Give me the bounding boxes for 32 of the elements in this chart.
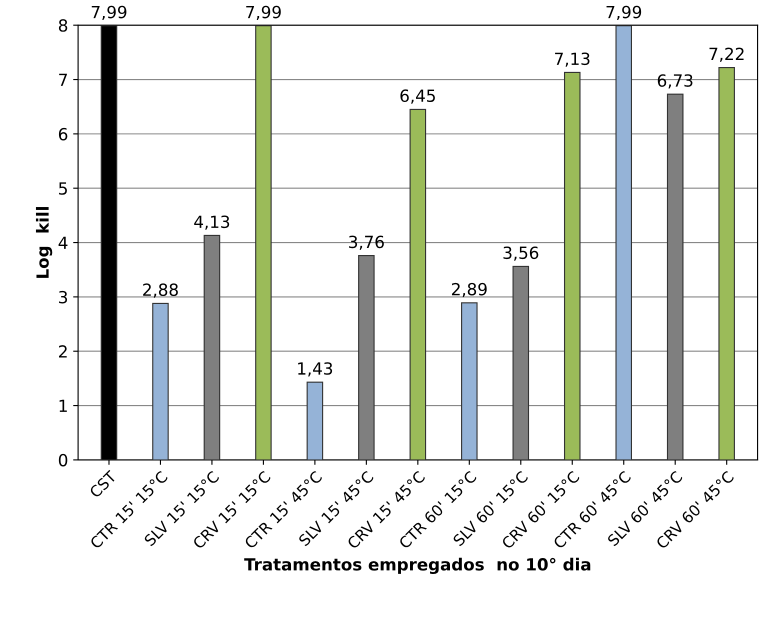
y-tick-label: 7 — [59, 74, 67, 86]
data-label: 7,13 — [555, 52, 590, 67]
data-label: 7,99 — [92, 6, 126, 20]
y-tick-label: 0 — [58, 454, 68, 466]
data-label: 7,99 — [246, 6, 281, 20]
data-label: 3,56 — [504, 246, 538, 261]
x-axis-title: Tratamentos empregados no 10° dia — [244, 558, 590, 574]
bar — [255, 25, 272, 460]
data-label: 7,99 — [606, 6, 642, 20]
y-tick-label: 4 — [58, 236, 68, 249]
bar — [306, 382, 324, 460]
y-axis-title: Log kill — [36, 207, 52, 278]
y-tick-label: 5 — [59, 182, 67, 195]
data-label: 2,88 — [143, 283, 178, 298]
y-tick-label: 6 — [58, 128, 68, 140]
data-label: 3,76 — [349, 236, 384, 250]
y-tick-label: 2 — [58, 345, 67, 358]
data-label: 4,13 — [194, 215, 230, 230]
y-tick-label: 1 — [60, 400, 67, 412]
bar — [564, 72, 581, 460]
y-tick-label: 3 — [59, 290, 68, 304]
data-label: 6,73 — [658, 74, 692, 89]
bar — [615, 25, 632, 460]
bar — [152, 302, 169, 460]
data-label: 6,45 — [400, 89, 435, 104]
y-tick-label: 8 — [58, 19, 68, 32]
bar — [718, 67, 735, 460]
bar — [410, 108, 426, 460]
bar — [461, 302, 478, 460]
data-label: 7,22 — [709, 48, 744, 62]
data-label: 1,43 — [298, 362, 332, 376]
data-label: 2,89 — [452, 282, 487, 298]
